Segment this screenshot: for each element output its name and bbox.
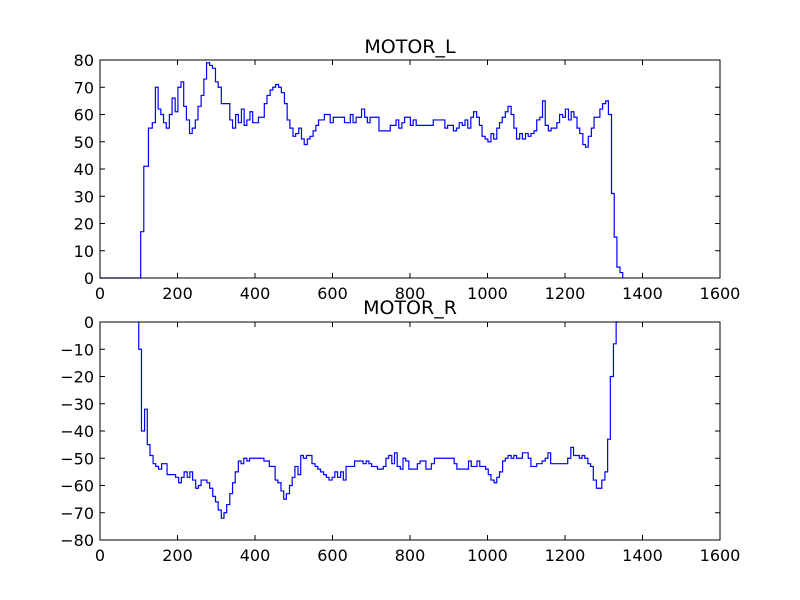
x-tick-label: 1400 xyxy=(622,546,663,565)
x-tick-label: 1200 xyxy=(545,546,586,565)
y-tick-label: −50 xyxy=(60,449,94,468)
y-tick-label: 60 xyxy=(74,106,94,125)
x-tick-label: 800 xyxy=(395,284,426,303)
x-tick-label: 400 xyxy=(240,546,271,565)
x-tick-label: 0 xyxy=(95,284,105,303)
x-tick-label: 200 xyxy=(162,284,193,303)
series-line xyxy=(138,321,619,519)
y-tick-label: 0 xyxy=(84,313,94,332)
x-tick-label: 400 xyxy=(240,284,271,303)
y-tick-label: −60 xyxy=(60,477,94,496)
y-tick-label: −70 xyxy=(60,504,94,523)
y-tick-label: −10 xyxy=(60,340,94,359)
x-tick-label: 600 xyxy=(317,284,348,303)
x-tick-label: 1200 xyxy=(545,284,586,303)
x-tick-label: 200 xyxy=(162,546,193,565)
y-tick-label: 80 xyxy=(74,51,94,70)
x-tick-label: 600 xyxy=(317,546,348,565)
x-tick-label: 1600 xyxy=(700,284,741,303)
chart-motor-l: MOTOR_L 0 200 400 600 800 1000 1200 1400 1600 0 10… xyxy=(74,36,741,303)
y-tick-label: −40 xyxy=(60,422,94,441)
chart-title: MOTOR_L xyxy=(364,36,456,58)
x-tick-label: 1600 xyxy=(700,546,741,565)
chart-motor-r: MOTOR_R 0 200 400 600 800 1000 1200 1400 1600 0 −1… xyxy=(60,297,740,565)
x-tick-label: 1000 xyxy=(467,546,508,565)
y-tick-label: −30 xyxy=(60,395,94,414)
y-tick-label: 50 xyxy=(74,133,94,152)
x-tick-label: 1400 xyxy=(622,284,663,303)
y-tick-label: 70 xyxy=(74,78,94,97)
y-tick-label: 0 xyxy=(84,269,94,288)
y-tick-label: 20 xyxy=(74,215,94,234)
x-tick-label: 0 xyxy=(95,546,105,565)
y-tick-label: 30 xyxy=(74,187,94,206)
y-tick-label: 40 xyxy=(74,160,94,179)
y-tick-label: −20 xyxy=(60,368,94,387)
chart-title: MOTOR_R xyxy=(363,297,457,319)
y-tick-label: −80 xyxy=(60,531,94,550)
x-tick-label: 800 xyxy=(395,546,426,565)
series-line xyxy=(100,62,624,279)
y-tick-label: 10 xyxy=(74,242,94,261)
x-tick-label: 1000 xyxy=(467,284,508,303)
